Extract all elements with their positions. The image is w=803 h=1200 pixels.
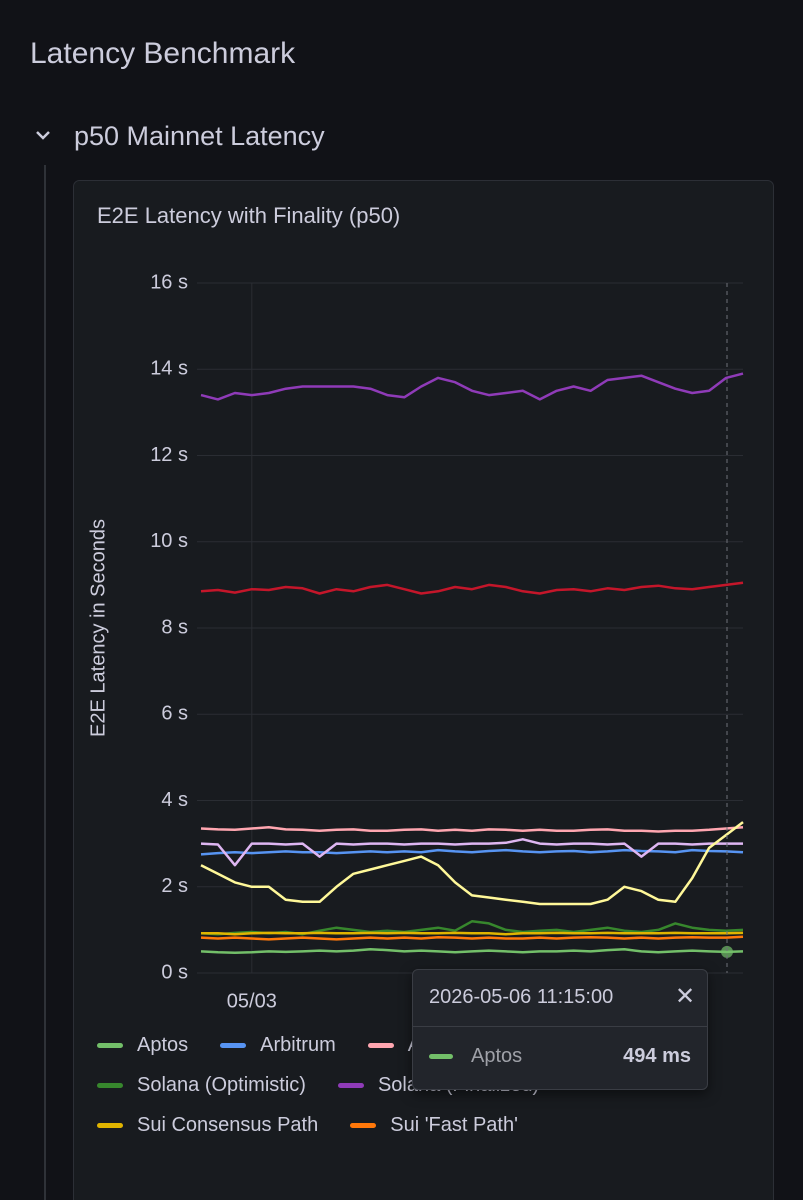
series-line — [200, 821, 744, 906]
legend-swatch — [220, 1042, 247, 1048]
legend-item[interactable]: Sui Consensus Path — [97, 1105, 318, 1145]
y-tick-label: 0 s — [161, 961, 188, 983]
legend-label: Sui Consensus Path — [137, 1113, 319, 1136]
tooltip-swatch — [429, 1054, 453, 1059]
row-title[interactable]: p50 Mainnet Latency — [74, 121, 325, 151]
tooltip-close[interactable]: ✕ — [675, 983, 696, 1010]
tooltip-time: 2026-05-06 11:15:00 — [429, 986, 614, 1008]
legend-item[interactable]: Arbitrum — [220, 1025, 336, 1065]
legend-item[interactable]: Aptos — [97, 1025, 188, 1065]
series-line — [200, 825, 744, 833]
row-chevron[interactable] — [36, 131, 50, 140]
tooltip: 2026-05-06 11:15:00 ✕ Aptos 494 ms — [412, 969, 708, 1090]
y-tick-label: 4 s — [161, 789, 188, 811]
legend-label: Arbitrum — [260, 1033, 336, 1056]
y-tick-label: 8 s — [161, 616, 188, 638]
legend-swatch — [337, 1082, 364, 1088]
legend-swatch — [97, 1122, 123, 1128]
legend-swatch — [97, 1082, 123, 1088]
legend-label: Aptos — [137, 1033, 189, 1056]
series-line — [200, 935, 744, 941]
legend-label: Solana (Optimistic) — [137, 1073, 306, 1096]
y-axis-label: E2E Latency in Seconds — [87, 519, 109, 737]
y-tick-label: 10 s — [150, 530, 188, 552]
series-line — [200, 838, 743, 867]
hover-point — [721, 945, 733, 958]
legend-label: Sui 'Fast Path' — [390, 1113, 518, 1136]
legend-item[interactable]: Solana (Optimistic) — [97, 1065, 306, 1105]
tooltip-series: Aptos — [471, 1045, 523, 1067]
y-tick-label: 16 s — [150, 271, 188, 293]
y-tick-label: 6 s — [161, 703, 188, 725]
legend-swatch — [367, 1042, 394, 1048]
tooltip-divider — [413, 1026, 707, 1027]
legend-item[interactable]: Sui 'Fast Path' — [350, 1105, 518, 1145]
series-line — [200, 372, 744, 401]
dashboard-title: Latency Benchmark — [30, 37, 296, 70]
series-line — [200, 581, 744, 595]
series-line — [201, 931, 744, 936]
tooltip-value: 494 ms — [623, 1045, 691, 1067]
legend-swatch — [97, 1042, 123, 1048]
series-line — [200, 948, 744, 954]
y-tick-label: 12 s — [150, 444, 188, 466]
y-tick-label: 2 s — [161, 875, 188, 897]
panel-title: E2E Latency with Finality (p50) — [97, 203, 400, 228]
y-tick-label: 14 s — [150, 358, 188, 380]
panel — [73, 180, 774, 1200]
series-line — [200, 848, 744, 856]
legend-swatch — [350, 1122, 377, 1128]
x-tick-label: 05/03 — [227, 990, 277, 1012]
